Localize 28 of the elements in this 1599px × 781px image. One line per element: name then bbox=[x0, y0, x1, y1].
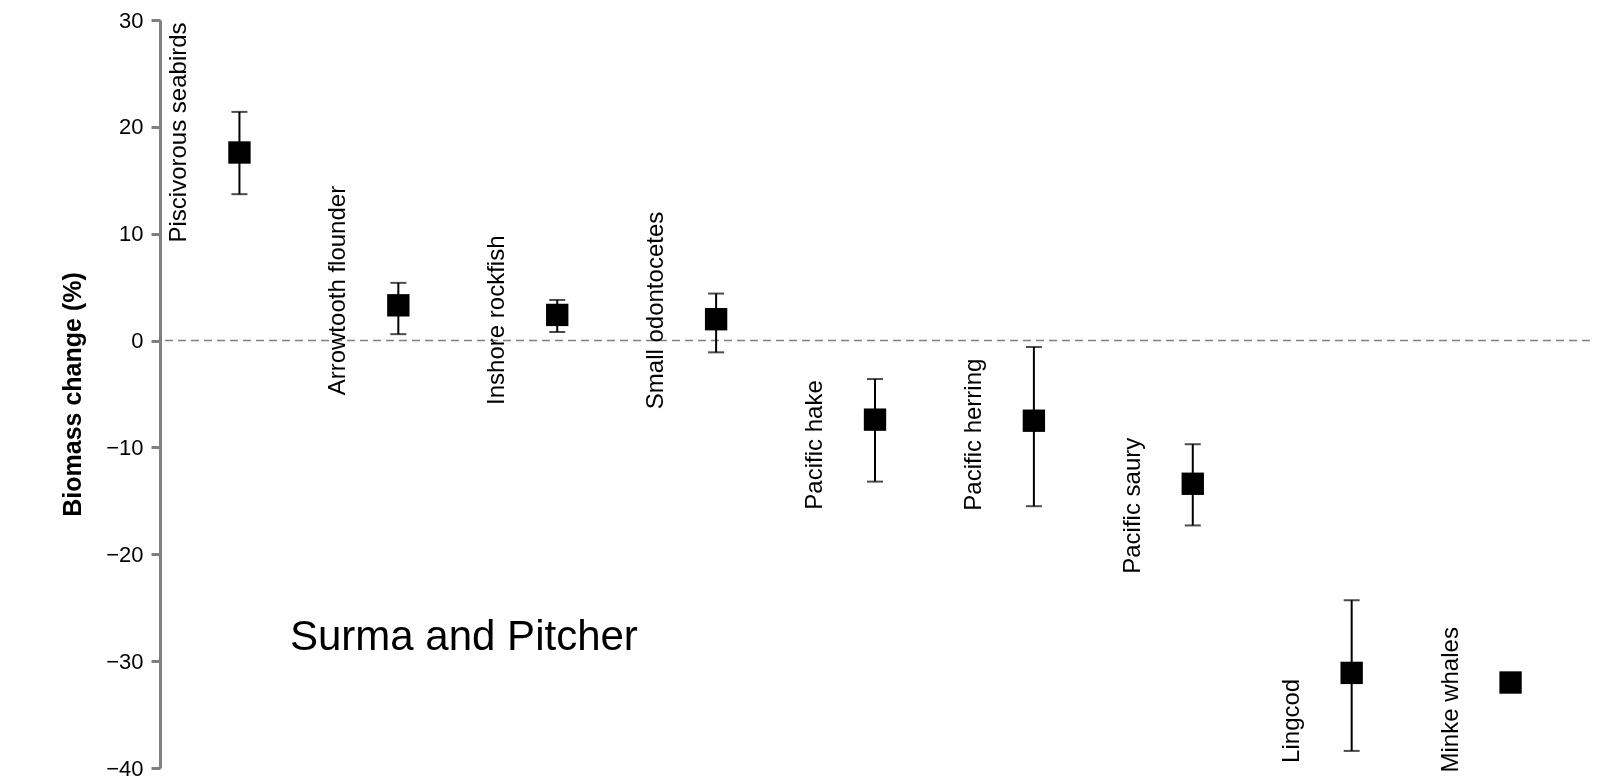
x-tick-label: Pacific herring bbox=[958, 358, 986, 511]
point bbox=[546, 303, 569, 327]
x-tick-label: Pacific saury bbox=[1117, 437, 1145, 574]
x-tick-label: Arrowtooth flounder bbox=[323, 185, 351, 396]
point bbox=[1340, 661, 1363, 685]
point bbox=[1181, 472, 1204, 495]
x-tick-label: Lingcod bbox=[1276, 678, 1304, 763]
y-tick-label: 10 bbox=[119, 221, 144, 247]
x-tick-label: Small odontocetes bbox=[641, 211, 669, 410]
y-tick-label: −10 bbox=[106, 434, 144, 460]
x-tick-label: Inshore rockfish bbox=[482, 235, 510, 405]
point bbox=[1022, 409, 1046, 432]
y-tick-label: −40 bbox=[106, 755, 144, 781]
y-tick-label: −30 bbox=[106, 648, 144, 674]
point bbox=[387, 294, 410, 317]
point bbox=[1499, 671, 1522, 694]
y-tick-label: 20 bbox=[119, 114, 144, 140]
point bbox=[863, 408, 887, 431]
annotation: Surma and Pitcher bbox=[290, 612, 638, 659]
y-tick-label: −20 bbox=[106, 541, 144, 567]
point bbox=[228, 141, 251, 164]
point bbox=[704, 308, 728, 331]
y-tick-label: 30 bbox=[119, 7, 144, 33]
y-tick-label: 0 bbox=[131, 328, 144, 354]
x-tick-label: Pacific hake bbox=[800, 380, 827, 510]
x-tick-label: Piscivorous seabirds bbox=[164, 22, 192, 243]
y-axis-title: Biomass change (%) bbox=[58, 272, 87, 517]
x-tick-label: Minke whales bbox=[1435, 627, 1463, 773]
